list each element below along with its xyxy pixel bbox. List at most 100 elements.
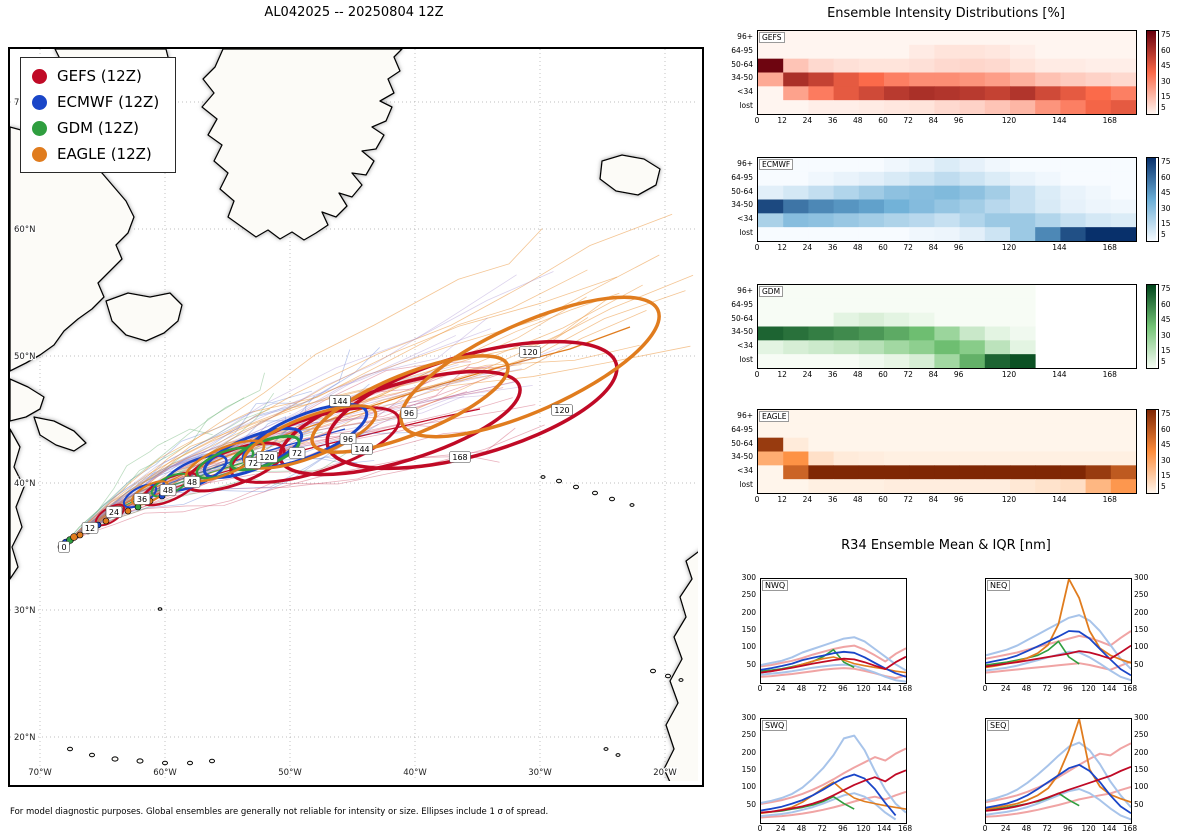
intensity-x-tick: 84 bbox=[928, 495, 939, 504]
legend-item-ecmwf: ECMWF (12Z) bbox=[32, 93, 159, 111]
r34-x-tick: 0 bbox=[757, 684, 763, 693]
r34-x-tick: 48 bbox=[796, 684, 807, 693]
intensity-x-tick: 168 bbox=[1102, 370, 1117, 379]
heatmap-model-tag: EAGLE bbox=[759, 411, 790, 422]
r34-y-tick: 300 bbox=[741, 573, 756, 582]
intensity-x-tick: 48 bbox=[853, 495, 863, 504]
intensity-x-tick: 36 bbox=[827, 370, 838, 379]
intensity-x-tick: 120 bbox=[1001, 370, 1017, 379]
r34-y-tick: 50 bbox=[746, 799, 756, 809]
r34-x-tick: 144 bbox=[877, 824, 892, 833]
r34-x-tick: 72 bbox=[817, 824, 827, 833]
intensity-x-tick: 72 bbox=[903, 495, 913, 504]
intensity-x-tick: 36 bbox=[827, 116, 838, 125]
r34-x-tick: 168 bbox=[897, 824, 913, 833]
coastline bbox=[33, 416, 87, 452]
forecast-hour-label: 144 bbox=[332, 397, 347, 406]
map-footnote: For model diagnostic purposes. Global en… bbox=[10, 807, 549, 817]
colorbar-tick: 45 bbox=[1161, 440, 1171, 450]
legend-marker-icon bbox=[32, 68, 47, 84]
heatmap-canvas-gdm bbox=[758, 285, 1036, 369]
intensity-x-tick: 12 bbox=[777, 116, 787, 125]
lat-tick-label: 30°N bbox=[14, 606, 35, 616]
r34-x-tick: 24 bbox=[1000, 684, 1011, 693]
intensity-row-label: <34 bbox=[737, 341, 753, 351]
spread-ellipse-eagle-24 bbox=[130, 480, 170, 506]
r34-x-tick: 144 bbox=[1102, 824, 1117, 833]
intensity-x-tick: 72 bbox=[903, 370, 913, 379]
colorbar-gradient bbox=[1147, 31, 1156, 114]
intensity-x-tick: 48 bbox=[853, 243, 863, 252]
r34-quadrant-tag: NWQ bbox=[762, 580, 789, 591]
intensity-x-tick: 144 bbox=[1052, 116, 1067, 125]
intensity-row-label: 34-50 bbox=[731, 200, 753, 210]
r34-y-tick: 200 bbox=[1134, 607, 1149, 617]
legend-item-eagle: EAGLE (12Z) bbox=[32, 145, 159, 163]
r34-y-tick: 200 bbox=[1134, 747, 1149, 757]
intensity-row-label: <34 bbox=[737, 214, 753, 224]
legend-marker-icon bbox=[32, 120, 47, 136]
forecast-hour-label: 144 bbox=[354, 445, 369, 454]
intensity-x-tick: 60 bbox=[878, 495, 888, 504]
intensity-x-tick: 0 bbox=[754, 495, 760, 504]
colorbar-tick: 5 bbox=[1161, 481, 1166, 491]
intensity-row-label: 96+ bbox=[737, 31, 753, 41]
intensity-row-label: 64-95 bbox=[731, 45, 753, 55]
forecast-hour-label: 120 bbox=[259, 453, 274, 462]
intensity-row-label: 34-50 bbox=[731, 327, 753, 337]
r34-y-tick: 150 bbox=[741, 625, 756, 634]
r34-x-tick: 48 bbox=[796, 824, 807, 833]
intensity-row-label: 50-64 bbox=[731, 59, 753, 69]
spread-ellipse-eagle-120 bbox=[310, 354, 510, 454]
intensity-x-tick: 12 bbox=[777, 370, 787, 379]
r34-x-tick: 72 bbox=[1042, 824, 1052, 833]
lat-tick-label: 20°N bbox=[14, 733, 35, 743]
colorbar-tick: 45 bbox=[1161, 61, 1171, 71]
colorbar-gradient bbox=[1147, 410, 1156, 493]
intensity-x-tick: 24 bbox=[802, 243, 813, 252]
r34-y-tick: 300 bbox=[1134, 573, 1149, 582]
lon-tick-label: 20°W bbox=[653, 768, 677, 778]
spread-ellipse-eagle-168 bbox=[399, 295, 661, 439]
colorbar-tick: 75 bbox=[1161, 284, 1171, 294]
r34-quadrant-tag: SWQ bbox=[762, 720, 788, 731]
r34-y-tick: 150 bbox=[1134, 625, 1149, 634]
intensity-row-label: lost bbox=[739, 228, 753, 238]
intensity-x-tick: 168 bbox=[1102, 116, 1117, 125]
coastline bbox=[105, 292, 183, 342]
spread-ellipse-eagle-96 bbox=[242, 404, 378, 470]
intensity-x-tick: 72 bbox=[903, 243, 913, 252]
intensity-x-tick: 72 bbox=[903, 116, 913, 125]
coastline bbox=[599, 154, 661, 196]
intensity-title: Ensemble Intensity Distributions [%] bbox=[827, 6, 1065, 21]
intensity-row-label: 64-95 bbox=[731, 172, 753, 182]
intensity-x-tick: 96 bbox=[953, 116, 964, 125]
colorbar-tick: 30 bbox=[1161, 455, 1171, 465]
legend-item-gdm: GDM (12Z) bbox=[32, 119, 159, 137]
intensity-row-label: lost bbox=[739, 101, 753, 111]
intensity-x-tick: 96 bbox=[953, 370, 964, 379]
r34-y-tick: 250 bbox=[741, 730, 756, 740]
r34-x-tick: 168 bbox=[1122, 824, 1138, 833]
r34-x-tick: 144 bbox=[877, 684, 892, 693]
intensity-x-tick: 96 bbox=[953, 243, 964, 252]
intensity-row-label: 34-50 bbox=[731, 73, 753, 83]
intensity-heatmap-gdm: GDM bbox=[757, 284, 1137, 369]
r34-canvas-nwq bbox=[760, 636, 907, 683]
r34-x-tick: 120 bbox=[856, 684, 871, 693]
lon-tick-label: 60°W bbox=[153, 768, 177, 778]
r34-x-tick: 0 bbox=[982, 824, 988, 833]
intensity-x-tick: 144 bbox=[1052, 370, 1067, 379]
intensity-row-label: lost bbox=[739, 355, 753, 365]
intensity-x-tick: 96 bbox=[953, 495, 964, 504]
r34-y-tick: 100 bbox=[741, 782, 756, 792]
intensity-row-label: 50-64 bbox=[731, 438, 753, 448]
intensity-x-tick: 84 bbox=[928, 243, 939, 252]
heatmap-canvas-gefs bbox=[758, 31, 1137, 115]
r34-x-tick: 120 bbox=[1081, 824, 1096, 833]
intensity-x-tick: 24 bbox=[802, 495, 813, 504]
r34-y-tick: 250 bbox=[1134, 730, 1149, 740]
colorbar-tick: 15 bbox=[1161, 219, 1171, 229]
intensity-row-label: <34 bbox=[737, 466, 753, 476]
r34-y-tick: 50 bbox=[746, 659, 756, 669]
